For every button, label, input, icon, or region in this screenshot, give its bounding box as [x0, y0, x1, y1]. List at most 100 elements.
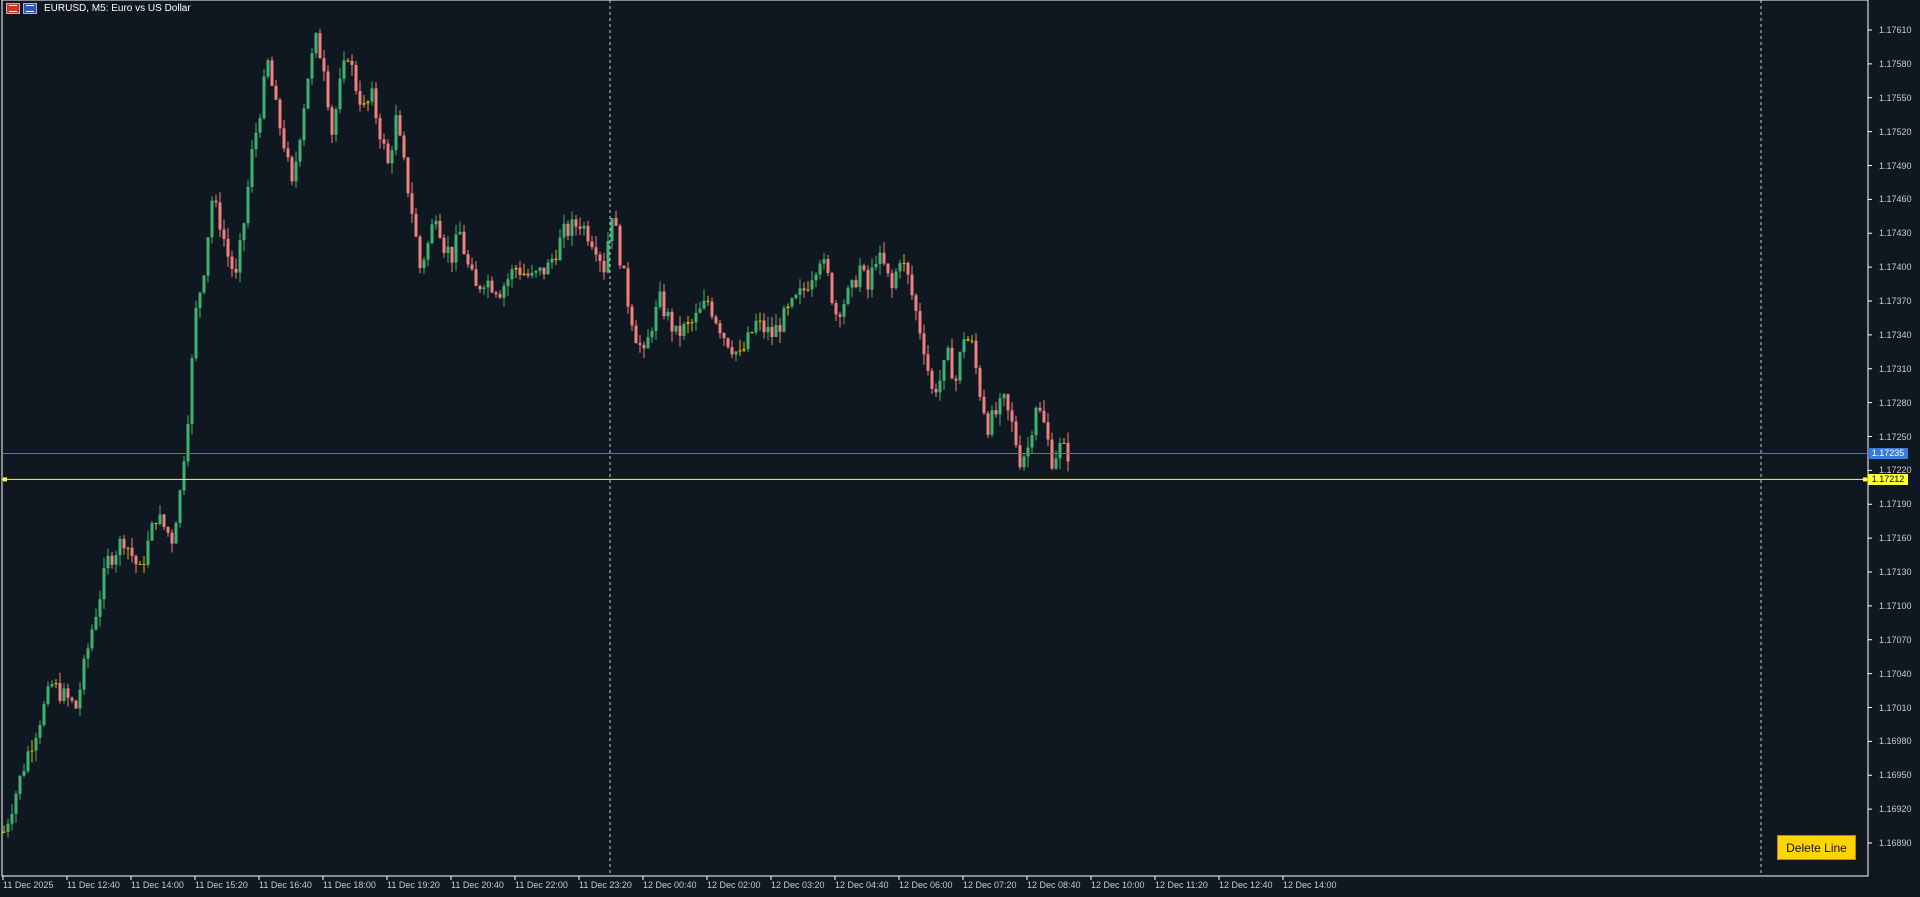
candle-body [618, 225, 622, 266]
candle-body [82, 658, 86, 690]
candle-body [102, 568, 106, 600]
candle-body [150, 522, 154, 541]
candle-body [598, 254, 602, 261]
candle-body [450, 246, 454, 263]
candle-body [278, 99, 282, 129]
candle-body [326, 71, 330, 108]
candle-body [586, 225, 590, 242]
candle-body [590, 241, 594, 248]
candle-body [126, 547, 130, 549]
candle-body [66, 688, 70, 698]
candle-body [558, 237, 562, 261]
candle-body [798, 288, 802, 295]
candle-body [190, 358, 194, 424]
candle-body [958, 352, 962, 381]
candle-body [206, 237, 210, 276]
candle-body [814, 274, 818, 281]
candle-body [118, 538, 122, 556]
candle-body [210, 200, 214, 238]
candle-body [306, 78, 310, 109]
candle-body [30, 750, 34, 752]
candle-body [842, 303, 846, 317]
candle-body [938, 380, 942, 393]
yellow-line-handle-right [1863, 477, 1867, 482]
time-tick-label: 11 Dec 15:20 [195, 880, 248, 890]
candle-body [350, 60, 354, 65]
candle-body [538, 267, 542, 271]
candle-body [778, 325, 782, 332]
candle-body [706, 300, 710, 302]
price-tick-label: 1.17010 [1879, 702, 1912, 713]
candle-body [362, 103, 366, 105]
candle-body [10, 813, 14, 824]
candle-body [930, 370, 934, 389]
candle-body [630, 306, 634, 326]
candle-body [246, 186, 250, 224]
candle-body [94, 616, 98, 630]
candle-body [894, 271, 898, 289]
candle-body [970, 340, 974, 342]
candle-body [374, 88, 378, 119]
price-tick-label: 1.17340 [1879, 329, 1912, 340]
candle-body [874, 264, 878, 268]
price-tick-label: 1.17250 [1879, 431, 1912, 442]
candle-body [262, 76, 266, 119]
candle-body [6, 823, 10, 832]
candle-body [90, 629, 94, 649]
price-tick-label: 1.17370 [1879, 296, 1912, 306]
candle-body [114, 555, 118, 565]
chart-menu-icon[interactable] [6, 2, 20, 14]
candle-body [774, 325, 778, 337]
candle-body [1058, 442, 1062, 459]
candle-body [1046, 422, 1050, 440]
candle-body [770, 326, 774, 337]
price-tick-label: 1.17580 [1879, 58, 1912, 69]
candle-body [174, 522, 178, 544]
candle-body [850, 280, 854, 288]
candle-body [1030, 435, 1034, 448]
candle-body [382, 139, 386, 144]
candle-body [142, 563, 146, 565]
price-tick-label: 1.17100 [1879, 600, 1912, 611]
candle-body [754, 320, 758, 333]
candle-body [726, 338, 730, 348]
time-tick-label: 12 Dec 02:00 [707, 880, 761, 890]
candle-body [182, 461, 186, 491]
candle-body [402, 135, 406, 158]
candle-body [986, 413, 990, 435]
candle-body [1050, 439, 1054, 469]
candle-body [978, 367, 982, 397]
candle-body [946, 347, 950, 360]
candle-body [886, 263, 890, 274]
candle-body [122, 538, 126, 549]
candle-body [526, 273, 530, 276]
candle-body [654, 307, 658, 332]
price-tick-label: 1.17190 [1879, 499, 1912, 510]
candle-body [854, 280, 858, 288]
candle-body [662, 291, 666, 317]
candle-body [1010, 410, 1014, 422]
delete-line-button[interactable]: Delete Line [1777, 835, 1856, 860]
candle-body [322, 58, 326, 72]
candle-body [158, 514, 162, 525]
price-tick-label: 1.17280 [1879, 397, 1912, 408]
chart-window-icon[interactable] [23, 2, 37, 14]
candle-body [554, 258, 558, 261]
candle-body [530, 272, 534, 276]
time-tick-label: 11 Dec 16:40 [259, 880, 312, 890]
candle-body [494, 292, 498, 295]
candle-body [258, 118, 262, 133]
chart-title-bar: EURUSD, M5: Euro vs US Dollar [6, 1, 191, 15]
candle-body [790, 298, 794, 307]
candle-body [982, 396, 986, 414]
price-tick-label: 1.17460 [1879, 194, 1912, 205]
candle-body [1062, 442, 1066, 444]
candle-body [670, 311, 674, 332]
candle-body [422, 259, 426, 268]
candle-body [642, 344, 646, 349]
candle-body [758, 320, 762, 322]
candle-body [250, 149, 254, 187]
price-tick-label: 1.17220 [1879, 465, 1912, 476]
